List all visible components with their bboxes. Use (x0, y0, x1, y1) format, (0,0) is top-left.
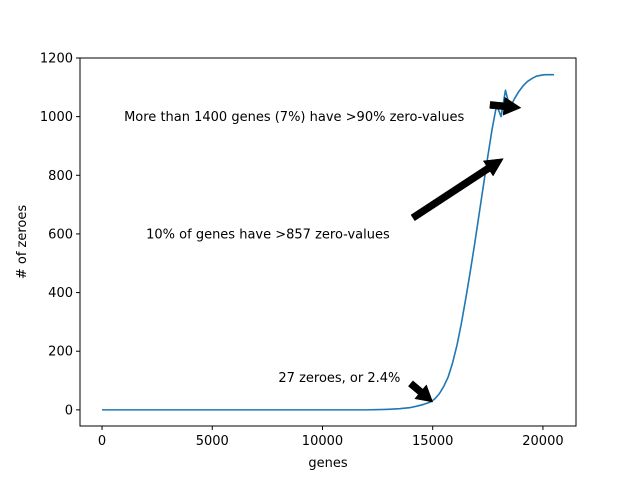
annotation-arrow (408, 380, 434, 403)
annotation-text: 27 zeroes, or 2.4% (278, 371, 400, 386)
annotation-text: 10% of genes have >857 zero-values (146, 227, 390, 242)
y-tick-label: 0 (65, 403, 73, 418)
annotation-arrow (489, 96, 522, 116)
y-tick-label: 400 (48, 286, 73, 301)
annotations: More than 1400 genes (7%) have >90% zero… (124, 96, 522, 403)
series-group (102, 73, 554, 411)
axes (79, 57, 577, 427)
y-tick-label: 200 (48, 345, 73, 360)
ticks: 0 5000 10000 15000 20000 0 200 400 600 800 1000 120… (40, 52, 564, 450)
annotation-text: More than 1400 genes (7%) have >90% zero… (124, 110, 464, 125)
x-tick-label: 0 (98, 434, 106, 449)
x-tick-label: 10000 (302, 434, 343, 449)
annotation-arrow (410, 158, 504, 222)
y-tick-label: 600 (48, 227, 73, 242)
y-axis-label: # of zeroes (15, 205, 30, 280)
x-axis-label: genes (308, 456, 347, 471)
plot-frame (79, 57, 577, 427)
y-tick-label: 800 (48, 169, 73, 184)
x-tick-label: 15000 (412, 434, 453, 449)
y-tick-label: 1000 (40, 110, 73, 125)
x-tick-label: 5000 (196, 434, 229, 449)
x-tick-label: 20000 (522, 434, 563, 449)
series-line (102, 73, 554, 411)
y-tick-label: 1200 (40, 52, 73, 67)
